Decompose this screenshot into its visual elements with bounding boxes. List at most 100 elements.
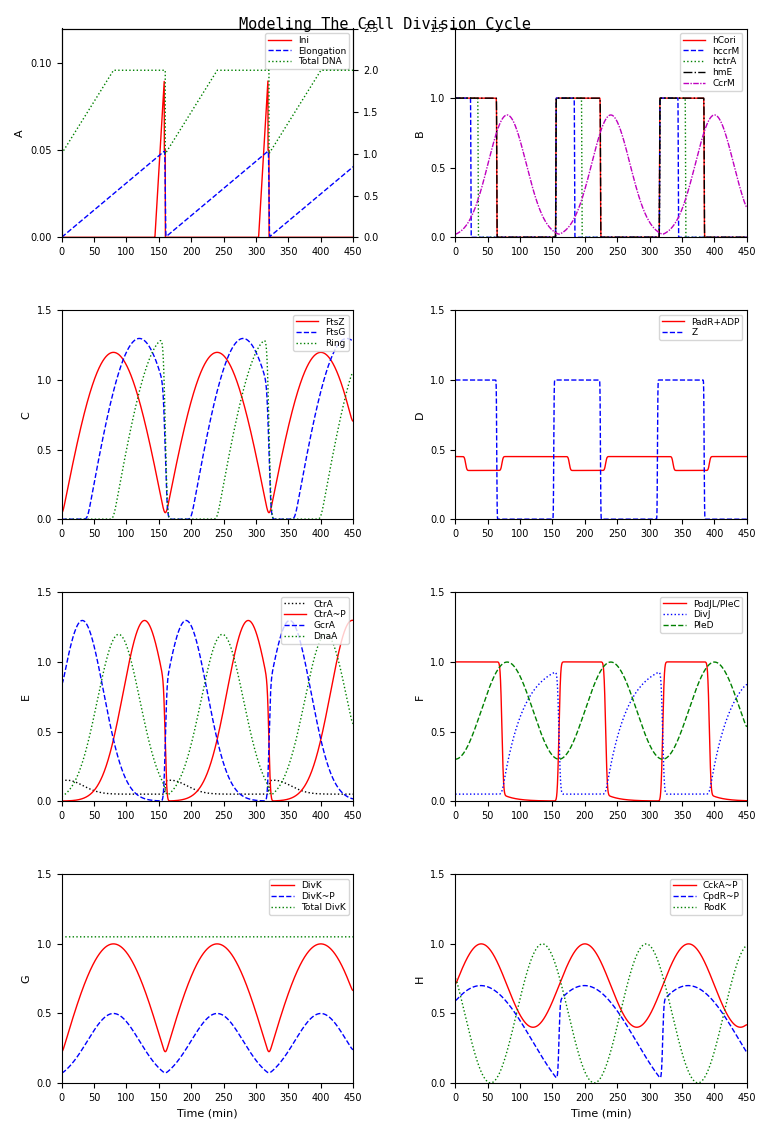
X-axis label: Time (min): Time (min) xyxy=(177,1108,238,1118)
Total DivK xyxy=(322,930,331,944)
hmE xyxy=(450,91,460,105)
hctrA xyxy=(486,230,495,244)
Y-axis label: G: G xyxy=(21,975,31,983)
Y-axis label: F: F xyxy=(414,693,424,700)
PodJL/PleC xyxy=(486,656,495,669)
CtrA xyxy=(333,788,343,801)
CpdR~P xyxy=(633,1037,642,1051)
CcrM xyxy=(715,113,725,127)
Total DivK xyxy=(169,930,178,944)
CtrA xyxy=(262,788,271,801)
CtrA~P xyxy=(169,793,178,807)
PadR+ADP xyxy=(562,450,571,464)
FtsZ xyxy=(333,367,343,381)
Elongation xyxy=(263,145,273,158)
PodJL/PleC xyxy=(562,656,571,669)
CpdR~P xyxy=(714,1001,723,1015)
PleD xyxy=(710,656,719,669)
Total DivK xyxy=(92,930,101,944)
GcrA xyxy=(322,754,331,767)
CckA~P xyxy=(562,959,571,972)
DivJ xyxy=(633,683,642,697)
DnaA xyxy=(321,627,330,641)
hccrM xyxy=(486,230,495,244)
GcrA xyxy=(78,613,87,627)
DivJ xyxy=(714,740,723,754)
PodJL/PleC xyxy=(714,791,723,805)
FtsZ xyxy=(57,506,66,520)
hccrM xyxy=(714,230,723,244)
PadR+ADP xyxy=(727,449,736,463)
CckA~P xyxy=(450,977,460,991)
hCori xyxy=(714,230,723,244)
Ring xyxy=(57,512,66,526)
GcrA xyxy=(320,749,330,763)
Legend: Ini, Elongation, Total DNA: Ini, Elongation, Total DNA xyxy=(265,33,349,70)
Y-axis label: C: C xyxy=(21,410,31,418)
hctrA xyxy=(727,230,736,244)
Total DNA xyxy=(169,135,178,148)
CpdR~P xyxy=(562,986,571,1000)
Total DNA xyxy=(349,64,358,78)
PadR+ADP xyxy=(450,449,460,463)
PleD xyxy=(562,747,571,760)
hCori xyxy=(727,230,736,244)
Ini xyxy=(57,230,66,244)
Elongation xyxy=(333,173,343,187)
CtrA xyxy=(322,788,331,801)
FtsZ xyxy=(92,367,101,381)
CckA~P xyxy=(714,990,723,1003)
PadR+ADP xyxy=(465,464,474,478)
hmE xyxy=(742,230,752,244)
DnaA xyxy=(239,695,249,709)
CcrM xyxy=(710,108,719,122)
CpdR~P xyxy=(715,1003,725,1017)
PadR+ADP xyxy=(633,449,642,463)
Ini xyxy=(92,230,101,244)
DivK~P xyxy=(169,1059,178,1073)
Total DivK xyxy=(333,930,343,944)
CtrA xyxy=(349,788,358,801)
PodJL/PleC xyxy=(715,791,725,805)
Line: DnaA: DnaA xyxy=(62,634,353,796)
DivK xyxy=(322,938,331,952)
Elongation xyxy=(322,182,331,196)
Line: PleD: PleD xyxy=(455,662,747,759)
PleD xyxy=(715,658,725,671)
PodJL/PleC xyxy=(633,793,642,807)
hmE xyxy=(714,230,723,244)
RodK xyxy=(450,971,460,985)
PodJL/PleC xyxy=(727,793,736,807)
FtsZ xyxy=(322,348,331,361)
X-axis label: Time (min): Time (min) xyxy=(571,1108,631,1118)
hCori xyxy=(742,230,752,244)
CtrA~P xyxy=(333,650,343,663)
hmE xyxy=(633,230,642,244)
Z xyxy=(714,512,723,526)
DivJ xyxy=(742,678,752,692)
Line: PadR+ADP: PadR+ADP xyxy=(455,456,747,471)
hCori xyxy=(486,91,495,105)
Elongation xyxy=(349,160,358,173)
RodK xyxy=(590,1076,599,1090)
DivK~P xyxy=(349,1043,358,1057)
PodJL/PleC xyxy=(450,656,460,669)
PodJL/PleC xyxy=(742,793,752,807)
Z xyxy=(715,512,725,526)
Legend: DivK, DivK~P, Total DivK: DivK, DivK~P, Total DivK xyxy=(269,879,349,914)
Total DNA xyxy=(333,64,343,78)
Legend: PadR+ADP, Z: PadR+ADP, Z xyxy=(659,315,742,340)
Ini xyxy=(263,74,273,88)
hCori xyxy=(493,230,502,244)
DnaA xyxy=(92,698,101,711)
hCori xyxy=(450,91,460,105)
CtrA xyxy=(239,788,249,801)
Y-axis label: D: D xyxy=(414,410,424,420)
PodJL/PleC xyxy=(653,795,662,808)
Line: GcrA: GcrA xyxy=(62,620,353,801)
DivK xyxy=(320,938,330,952)
GcrA xyxy=(57,677,66,691)
FtsZ xyxy=(316,345,326,359)
hccrM xyxy=(450,91,460,105)
Ring xyxy=(333,423,343,437)
